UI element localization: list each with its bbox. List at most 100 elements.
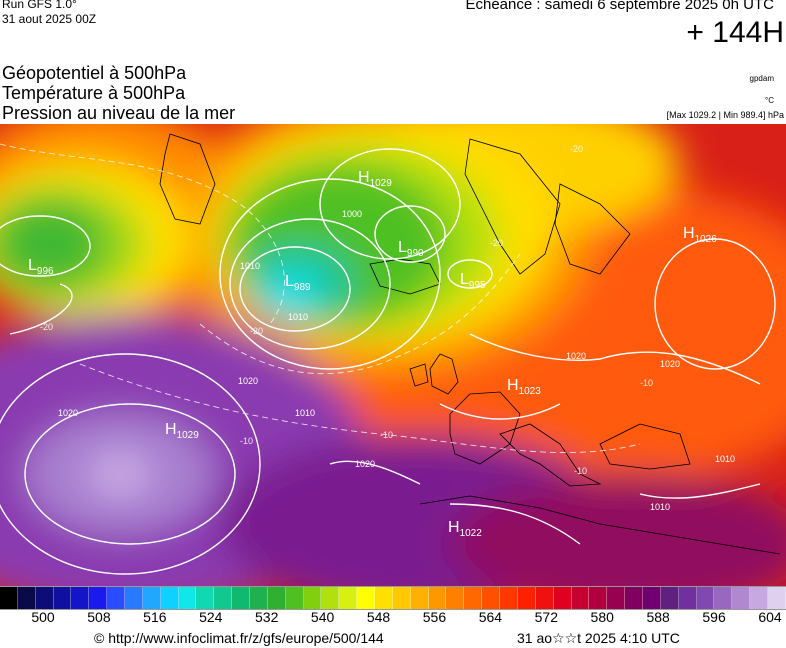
colorbar-swatch — [321, 587, 340, 609]
pressure-center-2: H1029 — [358, 169, 392, 189]
colorbar-swatch — [553, 587, 572, 609]
weather-map: L996 H1029 L990 L989 L995 H1026 H1029 H1… — [0, 124, 786, 586]
pressure-center-1: L996 — [28, 257, 54, 277]
footer-url: © http://www.infoclimat.fr/z/gfs/europe/… — [94, 630, 384, 646]
isotherm-label-1: -20 — [490, 238, 503, 248]
unit-celsius: °C — [765, 96, 774, 105]
colorbar-tick-label: 516 — [143, 609, 167, 625]
colorbar-tick-label: 548 — [366, 609, 391, 625]
colorbar-swatch — [607, 587, 626, 609]
isotherm-label-5: -10 — [380, 430, 393, 440]
colorbar-swatch — [35, 587, 54, 609]
isobar-label-11: 1010 — [650, 502, 670, 512]
isobar-label-6: 1010 — [295, 408, 315, 418]
pressure-range: [Max 1029.2 | Min 989.4] hPa — [666, 110, 784, 120]
footer-timestamp: 31 ao☆☆t 2025 4:10 UTC — [517, 630, 680, 646]
colorbar-tick-label: 532 — [255, 609, 279, 625]
colorbar-tick-label: 540 — [310, 609, 335, 625]
colorbar-swatch — [107, 587, 126, 609]
colorbar-swatch — [625, 587, 643, 609]
colorbar-swatch — [767, 587, 786, 609]
isobar-label-10: 1010 — [715, 454, 735, 464]
colorbar-swatch — [714, 587, 733, 609]
colorbar-tick-label: 508 — [87, 609, 111, 625]
isotherm-label-6: -10 — [574, 466, 587, 476]
colorbar-tick-label: 588 — [646, 609, 670, 625]
colorbar-swatch — [53, 587, 72, 609]
colorbar-swatch — [517, 587, 536, 609]
colorbar-swatch — [732, 587, 751, 609]
map-canvas: L996 H1029 L990 L989 L995 H1026 H1029 H1… — [0, 124, 786, 586]
colorbar-swatch — [0, 587, 18, 609]
pressure-center-9: H1022 — [448, 519, 482, 539]
colorbar-swatch — [750, 587, 768, 609]
isotherm-label-2: -20 — [250, 326, 263, 336]
colorbar-swatch — [446, 587, 465, 609]
isobar-label-3: 1010 — [288, 312, 308, 322]
colorbar-swatch — [642, 587, 661, 609]
pressure-center-4: L989 — [285, 273, 311, 293]
colorbar-swatch — [125, 587, 143, 609]
colorbar-swatch — [392, 587, 411, 609]
colorbar-tick-label: 572 — [534, 609, 558, 625]
colorbar-swatch — [482, 587, 501, 609]
pressure-center-6: H1026 — [683, 225, 717, 245]
colorbar-swatch — [303, 587, 322, 609]
colorbar-swatch — [178, 587, 197, 609]
colorbar-swatch — [142, 587, 161, 609]
isotherm-label-7: -10 — [640, 378, 653, 388]
pressure-center-7: H1029 — [165, 421, 199, 441]
colorbar-swatch — [589, 587, 608, 609]
title-temperature: Température à 500hPa — [2, 83, 186, 103]
colorbar-swatch — [696, 587, 715, 609]
isobar-label-1: 1000 — [342, 209, 362, 219]
lead-time: + 144H — [686, 16, 784, 49]
colorbar-tick-label: 500 — [31, 609, 55, 625]
isotherm-labels: -20 -20 -20 -10 -10 -10 -10 -20 — [40, 144, 653, 476]
title-pressure: Pression au niveau de la mer — [2, 103, 236, 123]
geopotential-field — [0, 124, 786, 586]
colorbar-swatch — [375, 587, 393, 609]
pressure-center-5: L995 — [460, 271, 486, 291]
colorbar-tick-label: 524 — [199, 609, 223, 625]
colorbar-swatch — [678, 587, 697, 609]
colorbar-swatch — [410, 587, 429, 609]
pressure-labels: L996 H1029 L990 L989 L995 H1026 H1029 H1… — [28, 169, 717, 539]
isobar-label-8: 1020 — [566, 351, 586, 361]
forecast-valid-time: Echéance : samedi 6 septembre 2025 0h UT… — [465, 0, 774, 13]
isobar-label-2: 1010 — [240, 261, 260, 271]
pressure-center-3: L990 — [398, 239, 424, 259]
colorbar-swatch — [160, 587, 179, 609]
isobar-label-7: 1020 — [355, 459, 375, 469]
run-date: 31 aout 2025 00Z — [2, 12, 97, 26]
isobars — [0, 148, 776, 575]
colorbar-swatch — [285, 587, 304, 609]
colorbar-swatch — [339, 587, 358, 609]
isobar-label-5: 1020 — [58, 408, 78, 418]
colorbar-swatch — [535, 587, 554, 609]
isotherm-label-8: -20 — [40, 322, 53, 332]
unit-gpdam: gpdam — [749, 74, 774, 83]
colorbar-swatch — [232, 587, 251, 609]
colorbar-swatch — [214, 587, 233, 609]
pressure-center-8: H1023 — [507, 377, 541, 397]
colorbar-swatch — [250, 587, 268, 609]
colorbar-tick-label: 596 — [702, 609, 726, 625]
colorbar — [0, 586, 786, 610]
colorbar-swatch — [500, 587, 518, 609]
isotherm-label-4: -10 — [240, 436, 253, 446]
colorbar-swatch — [267, 587, 286, 609]
colorbar-swatch — [89, 587, 108, 609]
isotherm-label-3: -20 — [570, 144, 583, 154]
isobar-label-4: 1020 — [238, 376, 258, 386]
run-label: Run GFS 1.0° — [2, 0, 77, 11]
colorbar-swatch — [660, 587, 679, 609]
colorbar-swatch — [196, 587, 215, 609]
colorbar-swatch — [357, 587, 376, 609]
colorbar-swatch — [71, 587, 90, 609]
isotherms — [0, 143, 641, 453]
isobar-labels: 1000 1010 1010 1020 1020 1010 1020 1020 … — [58, 209, 735, 512]
isobar-label-9: 1020 — [660, 359, 680, 369]
colorbar-swatch — [428, 587, 447, 609]
colorbar-swatch — [571, 587, 590, 609]
